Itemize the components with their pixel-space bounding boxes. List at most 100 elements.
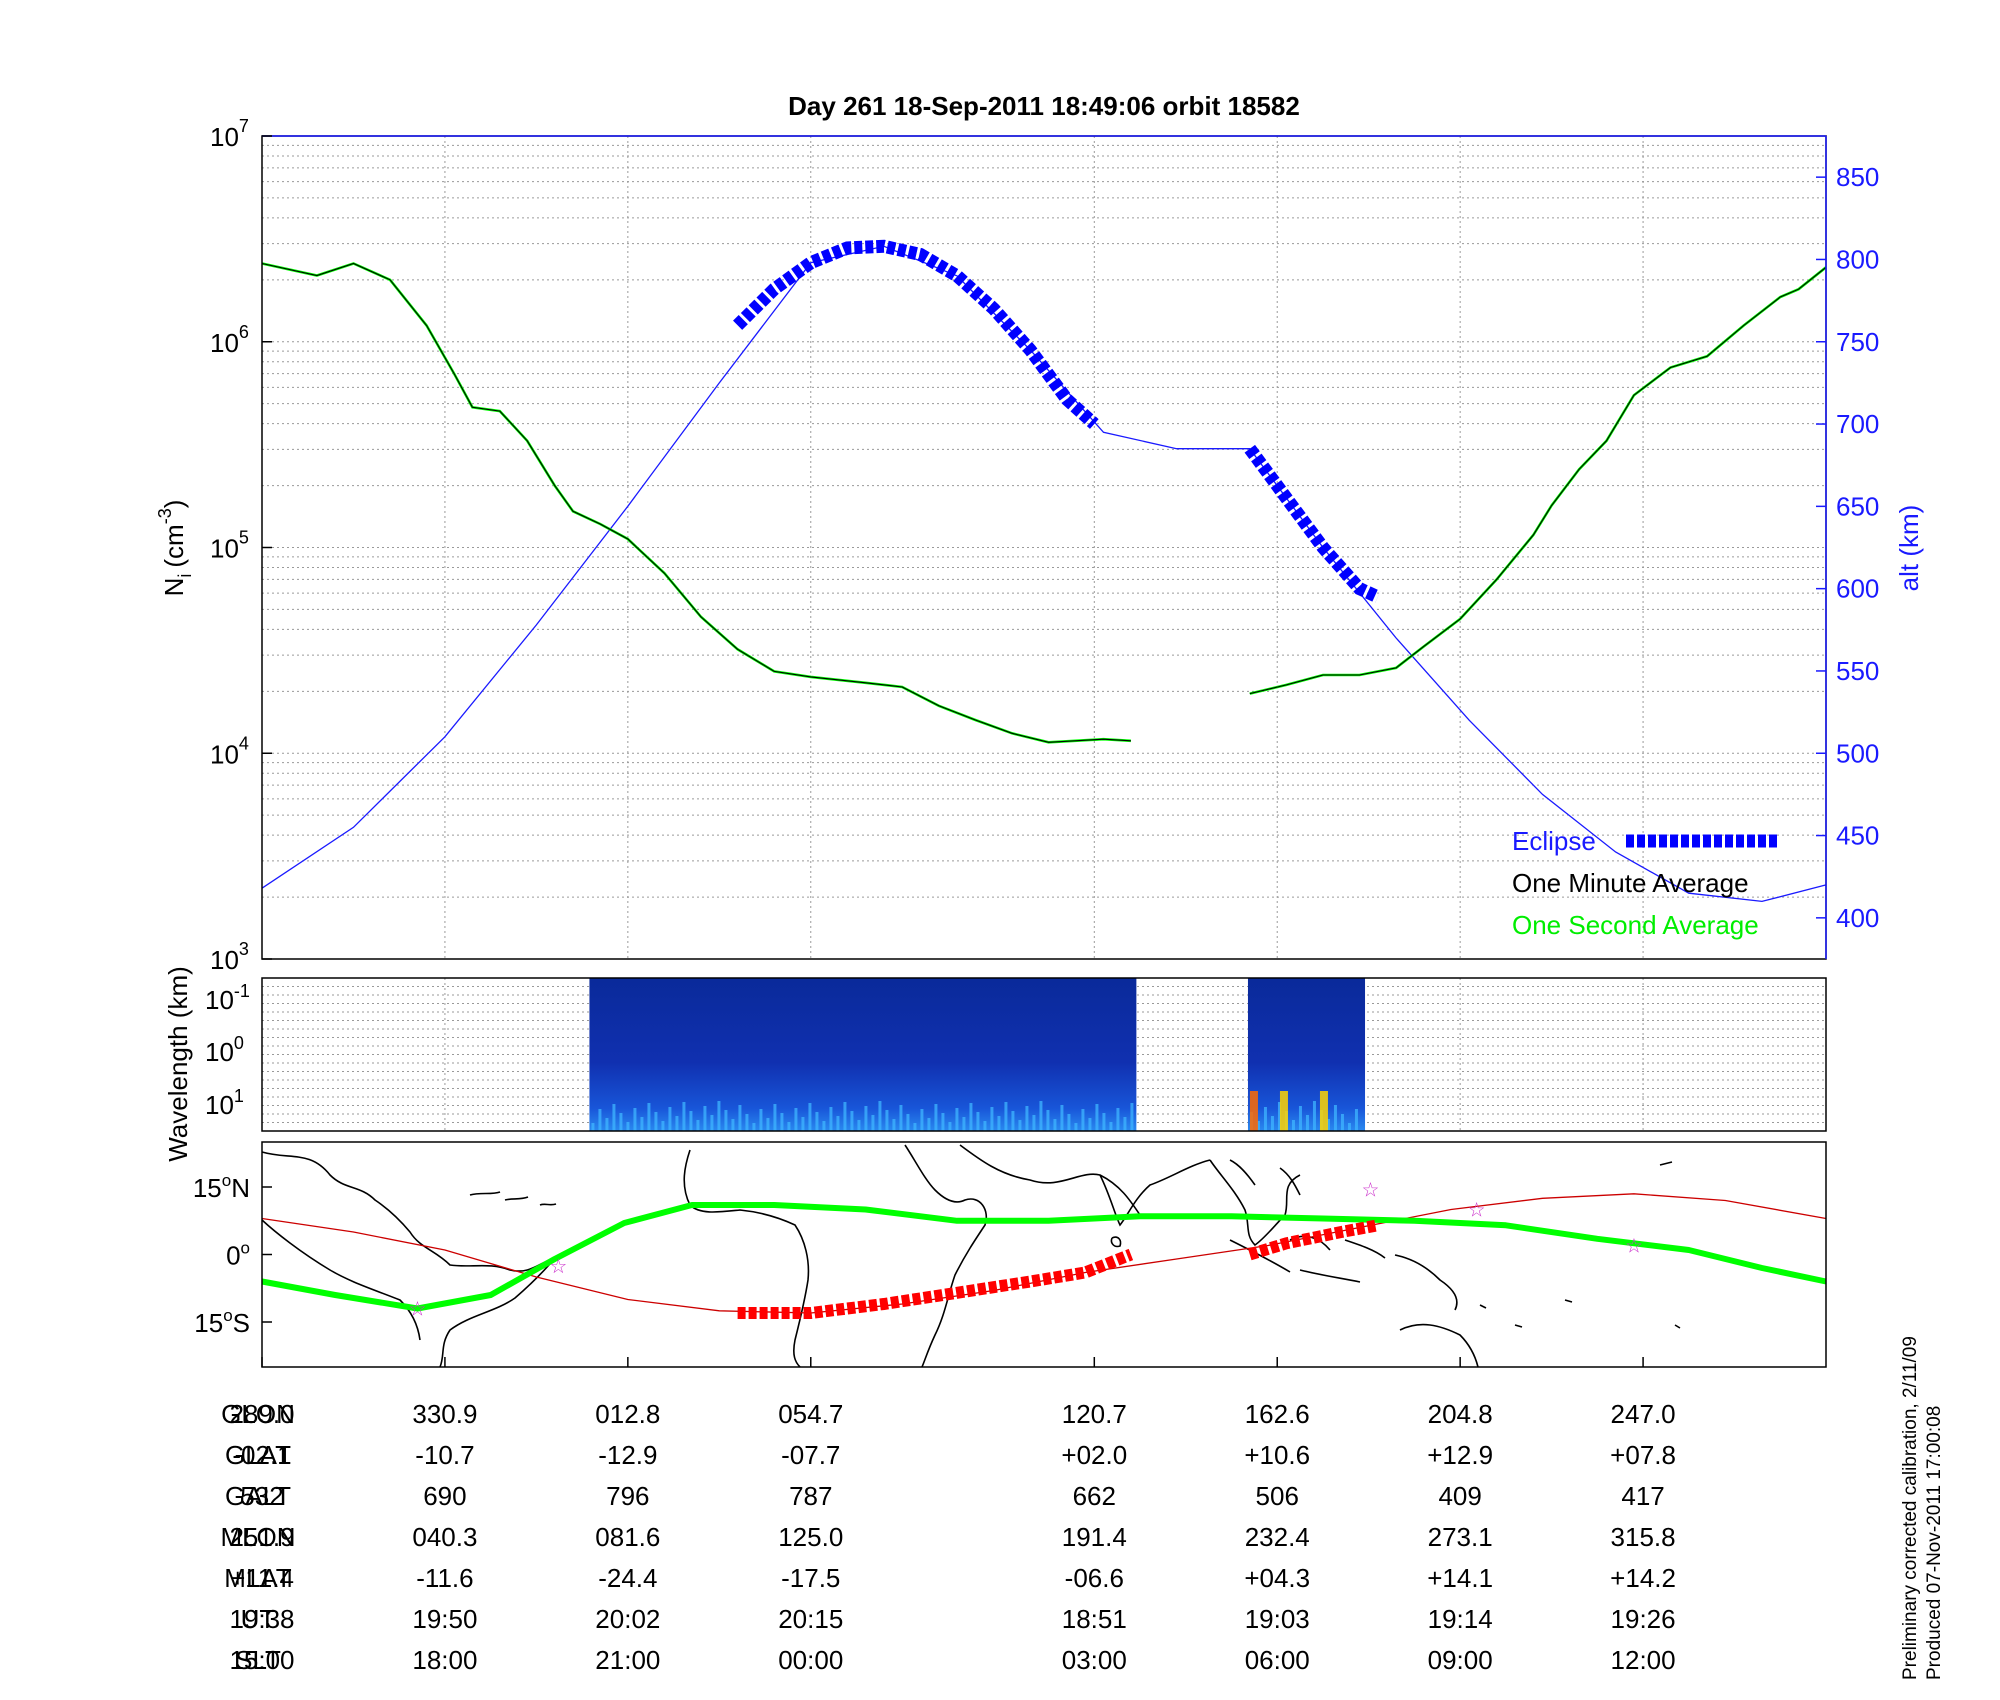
lat-degrees: 0 (226, 1241, 240, 1271)
table-cell: 315.8 (1611, 1522, 1676, 1552)
table-cell: 081.6 (595, 1522, 660, 1552)
table-cell: 00:00 (778, 1645, 843, 1675)
table-cell: 12:00 (1611, 1645, 1676, 1675)
star-marker: ☆ (549, 1256, 567, 1278)
table-cell: 417 (1621, 1481, 1664, 1511)
altitude-tick-label: 500 (1836, 738, 1879, 768)
map-frame (261, 1141, 1827, 1368)
spectrogram-streak (605, 1118, 609, 1131)
degree-sign: o (223, 1306, 232, 1325)
wavelength-tick-label: 101 (205, 1086, 244, 1120)
eclipse-segment (1244, 444, 1381, 603)
coastline-australia (1399, 1323, 1479, 1368)
spectrogram-streak (969, 1103, 973, 1131)
spectrogram-streak (1088, 1118, 1092, 1131)
wavelength-tick-label: 10-1 (205, 981, 250, 1015)
spectrogram-streak (612, 1104, 616, 1131)
spectrogram-streak (731, 1119, 735, 1131)
density-grid (261, 136, 1826, 960)
altitude-tick-label: 850 (1836, 162, 1879, 192)
tick-exp: -1 (234, 981, 250, 1001)
spectrogram-streak (1263, 1107, 1267, 1131)
spectrogram-streak (1095, 1104, 1099, 1131)
one-minute-average-line (261, 262, 1131, 743)
table-cell: 506 (1256, 1481, 1299, 1511)
spectrogram-streak (1354, 1109, 1358, 1131)
table-cell: -17.5 (781, 1563, 840, 1593)
spectrogram-streak (1102, 1113, 1106, 1131)
spectrogram-streak (1312, 1101, 1316, 1131)
table-cell: 330.9 (412, 1399, 477, 1429)
tick-exp: 7 (239, 116, 249, 136)
wavelength-tick-label: 100 (205, 1033, 244, 1067)
lat-hemisphere: N (231, 1173, 250, 1203)
eclipse-track-segment (737, 1248, 1134, 1319)
table-cell: 796 (606, 1481, 649, 1511)
ylabel-sup: -3 (155, 508, 175, 524)
ylabel-close: ) (159, 500, 189, 509)
spectrogram-streak (1347, 1123, 1351, 1131)
altitude-axis-label: alt (km) (1894, 505, 1924, 592)
table-cell: 787 (789, 1481, 832, 1511)
table-cell: 532 (240, 1481, 283, 1511)
spectrogram-streak (878, 1101, 882, 1131)
spectrogram-hotspot (1279, 1091, 1288, 1131)
one-minute-average-line (1249, 266, 1827, 695)
coastline-americas (261, 1151, 558, 1368)
spectrogram-streak (1256, 1121, 1260, 1131)
spectrogram-streak (640, 1117, 644, 1131)
tick-base: 10 (205, 1090, 234, 1120)
table-row-label: GALT (225, 1481, 291, 1511)
density-y-axis-label: Ni (cm-3) (155, 500, 195, 597)
spectrogram-streak (948, 1122, 952, 1131)
spectrogram-streak (1053, 1119, 1057, 1131)
tick-base: 10 (210, 534, 239, 564)
spectrogram-streak (654, 1112, 658, 1131)
coastline-pacific-islands (1479, 1161, 1681, 1329)
spectrogram-streak (1298, 1106, 1302, 1131)
coastline-sri-lanka (1110, 1236, 1122, 1248)
table-cell: +02.0 (1061, 1440, 1127, 1470)
spectrogram-streak (815, 1112, 819, 1131)
spectrogram-streak (857, 1120, 861, 1131)
ylabel-paren: (cm (159, 524, 189, 567)
table-cell: -07.7 (781, 1440, 840, 1470)
table-cell: -11.6 (416, 1563, 473, 1593)
density-tick-label: 105 (210, 528, 249, 564)
density-tick-label: 106 (210, 322, 249, 358)
legend-one-minute-label: One Minute Average (1512, 868, 1749, 898)
spectrogram-streak (717, 1101, 721, 1131)
tick-base: 10 (210, 122, 239, 152)
table-row-label: UT (241, 1604, 276, 1634)
spectrogram-streak (759, 1109, 763, 1131)
tick-exp: 6 (239, 322, 249, 342)
spectrogram-streak (1123, 1117, 1127, 1131)
spectrogram-streak (752, 1123, 756, 1131)
tick-base: 10 (205, 1037, 234, 1067)
spectrogram-streak (1046, 1110, 1050, 1131)
spectrogram-streak (829, 1107, 833, 1131)
tick-exp: 1 (234, 1086, 244, 1106)
legend-one-second-label: One Second Average (1512, 910, 1759, 940)
tick-base: 10 (205, 985, 234, 1015)
table-cell: 120.7 (1062, 1399, 1127, 1429)
lat-degrees: 15 (193, 1173, 222, 1203)
spectrogram-streak (955, 1108, 959, 1131)
spectrogram-streak (1025, 1106, 1029, 1131)
spectrogram-streak (1305, 1115, 1309, 1131)
table-cell: 409 (1438, 1481, 1481, 1511)
tick-exp: 4 (239, 733, 249, 753)
tick-base: 10 (210, 945, 239, 975)
spectrogram-block (1247, 978, 1366, 1131)
table-cell: 19:38 (229, 1604, 294, 1634)
table-row-label: SLT (235, 1645, 281, 1675)
spectrogram-streak (619, 1113, 623, 1131)
legend: Eclipse One Minute Average One Second Av… (1512, 826, 1778, 940)
table-cell: 690 (423, 1481, 466, 1511)
tick-base: 10 (210, 739, 239, 769)
spectrogram-streak (990, 1107, 994, 1131)
table-row-label: MLAT (224, 1563, 292, 1593)
